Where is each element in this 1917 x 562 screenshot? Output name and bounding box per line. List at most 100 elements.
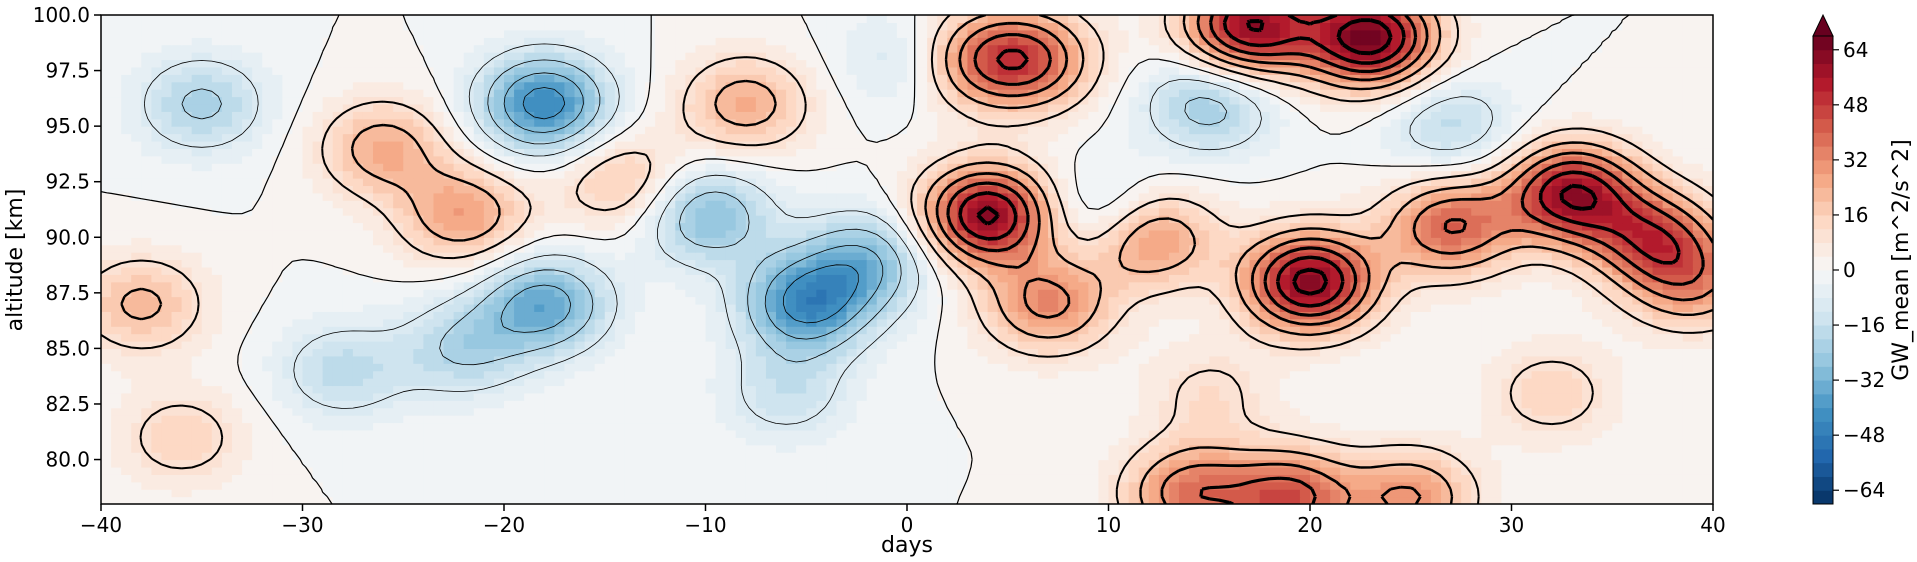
heatmap-cell xyxy=(493,400,505,409)
heatmap-cell xyxy=(1209,378,1220,387)
heatmap-cell xyxy=(765,281,777,290)
heatmap-cell xyxy=(1330,429,1341,438)
heatmap-cell xyxy=(1279,415,1291,424)
heatmap-cell xyxy=(332,429,344,438)
heatmap-cell xyxy=(1561,348,1573,357)
heatmap-cell xyxy=(1662,378,1674,387)
heatmap-cell xyxy=(745,281,757,290)
heatmap-cell xyxy=(1481,496,1492,504)
heatmap-cell xyxy=(806,496,817,504)
heatmap-cell xyxy=(624,422,636,431)
heatmap-cell xyxy=(1642,274,1654,283)
heatmap-cell xyxy=(524,289,535,298)
heatmap-cell xyxy=(1068,274,1079,283)
heatmap-cell xyxy=(1168,303,1180,312)
heatmap-cell xyxy=(876,415,888,424)
heatmap-cell xyxy=(131,318,142,327)
heatmap-cell xyxy=(1632,496,1644,504)
heatmap-cell xyxy=(675,281,686,290)
heatmap-cell xyxy=(201,348,213,357)
heatmap-cell xyxy=(594,303,606,312)
heatmap-cell xyxy=(423,422,435,431)
heatmap-cell xyxy=(554,341,566,350)
heatmap-cell xyxy=(483,422,495,431)
heatmap-cell xyxy=(151,422,163,431)
heatmap-cell xyxy=(332,481,344,490)
heatmap-cell xyxy=(1440,400,1452,409)
heatmap-cell xyxy=(1128,274,1140,283)
heatmap-cell xyxy=(292,496,304,504)
heatmap-cell xyxy=(695,311,707,320)
heatmap-cell xyxy=(534,407,545,416)
heatmap-cell xyxy=(1622,466,1633,475)
heatmap-cell xyxy=(1299,370,1311,379)
heatmap-cell xyxy=(302,407,314,416)
heatmap-cell xyxy=(655,348,666,357)
heatmap-cell xyxy=(856,303,868,312)
heatmap-cell xyxy=(423,481,435,490)
heatmap-cell xyxy=(1541,415,1553,424)
heatmap-cell xyxy=(101,348,112,357)
heatmap-cell xyxy=(1138,415,1150,424)
heatmap-cell xyxy=(1491,378,1503,387)
heatmap-cell xyxy=(765,444,777,453)
heatmap-cell xyxy=(1068,392,1079,401)
heatmap-cell xyxy=(1027,429,1039,438)
heatmap-cell xyxy=(413,311,424,320)
heatmap-cell xyxy=(221,303,233,312)
heatmap-cell xyxy=(211,444,223,453)
heatmap-cell xyxy=(584,452,596,461)
heatmap-cell xyxy=(1400,341,1412,350)
heatmap-cell xyxy=(937,326,948,335)
heatmap-cell xyxy=(332,266,344,275)
heatmap-cell xyxy=(1531,437,1543,446)
heatmap-cell xyxy=(937,289,948,298)
heatmap-cell xyxy=(483,452,495,461)
heatmap-cell xyxy=(624,341,636,350)
heatmap-cell xyxy=(504,311,515,320)
heatmap-cell xyxy=(1027,289,1039,298)
heatmap-cell xyxy=(1037,348,1049,357)
heatmap-cell xyxy=(1632,392,1644,401)
heatmap-cell xyxy=(1632,289,1644,298)
heatmap-cell xyxy=(332,333,344,342)
heatmap-cell xyxy=(1461,466,1472,475)
heatmap-cell xyxy=(1501,296,1513,305)
heatmap-cell xyxy=(1239,489,1251,498)
heatmap-cell xyxy=(211,496,223,504)
heatmap-cell xyxy=(1128,407,1140,416)
heatmap-cell xyxy=(1461,400,1472,409)
heatmap-cell xyxy=(544,303,555,312)
heatmap-cell xyxy=(594,481,606,490)
heatmap-cell xyxy=(675,466,686,475)
heatmap-cell xyxy=(1007,400,1019,409)
heatmap-cell xyxy=(1481,348,1492,357)
heatmap-cell xyxy=(977,481,989,490)
heatmap-cell xyxy=(826,429,838,438)
heatmap-cell xyxy=(322,437,334,446)
heatmap-cell xyxy=(886,392,898,401)
heatmap-cell xyxy=(1582,289,1593,298)
heatmap-cell xyxy=(1702,318,1713,327)
heatmap-cell xyxy=(1662,466,1674,475)
heatmap-cell xyxy=(262,341,273,350)
heatmap-cell xyxy=(1632,444,1644,453)
heatmap-cell xyxy=(1692,296,1704,305)
heatmap-cell xyxy=(443,385,455,394)
heatmap-cell xyxy=(403,370,414,379)
heatmap-cell xyxy=(554,378,566,387)
heatmap-cell xyxy=(816,459,827,468)
heatmap-cell xyxy=(1592,296,1603,305)
heatmap-cell xyxy=(141,355,152,364)
heatmap-cell xyxy=(302,400,314,409)
heatmap-cell xyxy=(957,459,969,468)
heatmap-cell xyxy=(1380,407,1392,416)
heatmap-cell xyxy=(453,437,465,446)
heatmap-cell xyxy=(1451,496,1462,504)
heatmap-cell xyxy=(1582,466,1593,475)
heatmap-cell xyxy=(977,407,989,416)
heatmap-cell xyxy=(1148,474,1160,483)
heatmap-cell xyxy=(725,303,737,312)
heatmap-cell xyxy=(292,422,304,431)
heatmap-cell xyxy=(493,385,505,394)
